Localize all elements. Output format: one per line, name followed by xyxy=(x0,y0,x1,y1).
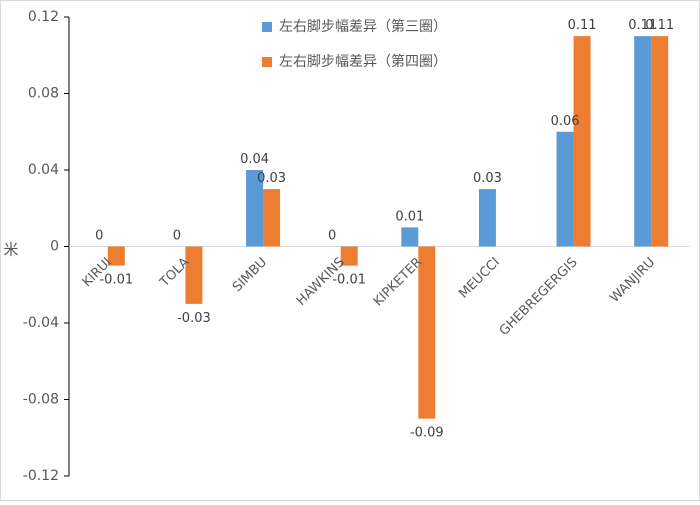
data-label: 0.03 xyxy=(257,171,286,186)
bar-simbu-series-1 xyxy=(246,170,264,247)
bar-kirui-series-2 xyxy=(107,246,125,266)
y-tick-label: 0.04 xyxy=(28,162,59,178)
data-label: 0 xyxy=(328,229,336,244)
legend-swatch xyxy=(262,22,272,32)
y-tick-label: 0 xyxy=(50,239,59,255)
bar-kipketer-series-1 xyxy=(401,227,419,247)
data-label: 0.11 xyxy=(568,18,597,33)
data-label: 0.06 xyxy=(551,114,580,129)
bar-kipketer-series-2 xyxy=(418,246,436,419)
bar-simbu-series-2 xyxy=(263,189,281,247)
data-label: -0.01 xyxy=(332,273,366,288)
bar-hawkins-series-2 xyxy=(340,246,358,266)
data-label: 0.04 xyxy=(240,152,269,167)
data-label: -0.01 xyxy=(99,273,133,288)
data-label: 0 xyxy=(95,229,103,244)
data-label: -0.03 xyxy=(177,311,211,326)
bars xyxy=(107,36,669,419)
legend: 左右脚步幅差异（第三圈） 左右脚步幅差异（第四圈） xyxy=(262,18,447,70)
bar-wanjiru-series-1 xyxy=(634,36,652,247)
data-labels: 0 -0.01 0 -0.03 0.04 0.03 0 -0.01 0.01 -0.09 0.03 0… xyxy=(95,18,674,441)
legend-swatch xyxy=(262,57,272,67)
y-tick-label: -0.12 xyxy=(23,468,59,484)
y-tick-label: -0.08 xyxy=(23,392,59,408)
data-label: -0.09 xyxy=(410,426,444,441)
y-axis-label: 米 xyxy=(3,241,18,259)
legend-label: 左右脚步幅差异（第四圈） xyxy=(279,53,447,70)
data-label: 0.11 xyxy=(628,18,657,33)
bar-ghebregergis-series-1 xyxy=(556,131,574,247)
y-axis: 0.12 0.08 0.04 0 -0.04 -0.08 -0.12 xyxy=(23,9,690,484)
bar-meucci-series-1 xyxy=(478,189,496,247)
data-label: 0.01 xyxy=(395,209,424,224)
bar-tola-series-2 xyxy=(185,246,203,304)
bar-ghebregergis-series-2 xyxy=(573,36,591,247)
data-label: 0 xyxy=(173,229,181,244)
data-label: 0.11 xyxy=(645,18,674,33)
legend-label: 左右脚步幅差异（第三圈） xyxy=(279,18,447,35)
data-label: 0.03 xyxy=(473,171,502,186)
y-tick-label: -0.04 xyxy=(23,315,59,331)
y-tick-label: 0.12 xyxy=(28,9,59,25)
y-tick-label: 0.08 xyxy=(28,86,59,102)
bar-wanjiru-series-2 xyxy=(651,36,669,247)
